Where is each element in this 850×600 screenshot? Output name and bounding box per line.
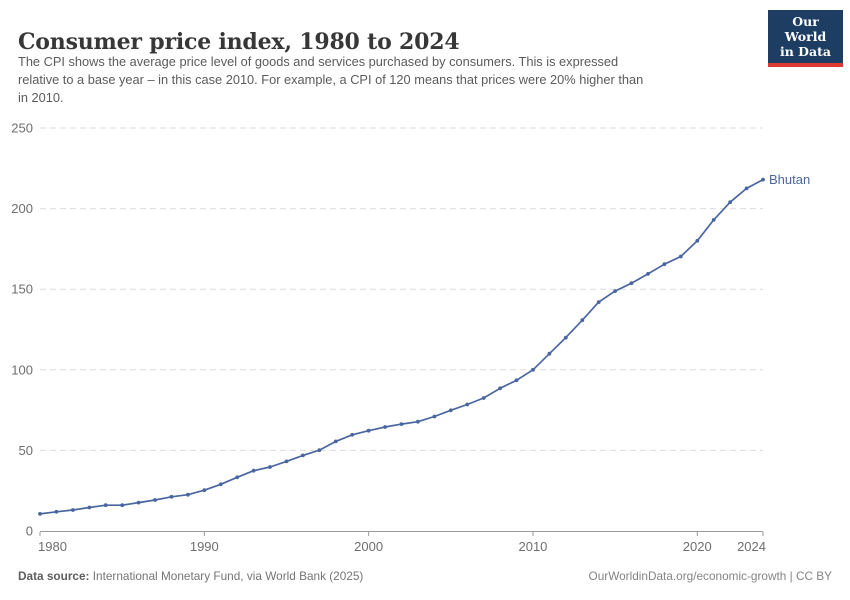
y-axis-tick-label: 100 bbox=[11, 362, 33, 377]
x-axis-tick-label: 2020 bbox=[683, 539, 712, 554]
data-point[interactable] bbox=[87, 505, 92, 510]
data-point[interactable] bbox=[416, 419, 420, 424]
data-point[interactable] bbox=[695, 238, 700, 243]
data-point[interactable] bbox=[383, 425, 387, 429]
bhutan-line-series[interactable] bbox=[39, 178, 764, 515]
chart-title: Consumer price index, 1980 to 2024 bbox=[18, 28, 460, 55]
data-point[interactable] bbox=[728, 200, 732, 205]
data-point[interactable] bbox=[563, 335, 568, 340]
y-axis-tick-label: 50 bbox=[19, 443, 33, 458]
data-point[interactable] bbox=[284, 459, 289, 464]
data-point[interactable] bbox=[103, 503, 108, 508]
data-point[interactable] bbox=[71, 508, 75, 512]
subtitle-line: relative to a base year – in this case 2… bbox=[18, 72, 644, 88]
data-point[interactable] bbox=[169, 494, 174, 499]
series-layer bbox=[38, 177, 765, 516]
data-point[interactable] bbox=[662, 262, 667, 267]
owid-logo-text: in Data bbox=[779, 43, 831, 59]
labels-layer: Bhutan bbox=[769, 172, 810, 187]
data-point[interactable] bbox=[350, 432, 355, 437]
data-point[interactable] bbox=[136, 500, 141, 505]
subtitle-line: The CPI shows the average price level of… bbox=[18, 54, 619, 69]
data-point[interactable] bbox=[629, 281, 634, 286]
data-point[interactable] bbox=[531, 367, 535, 372]
data-point[interactable] bbox=[301, 453, 305, 458]
data-point[interactable] bbox=[580, 318, 585, 323]
data-point[interactable] bbox=[744, 186, 749, 191]
data-point[interactable] bbox=[54, 509, 59, 514]
data-point[interactable] bbox=[399, 422, 404, 426]
data-point[interactable] bbox=[711, 218, 716, 222]
data-point[interactable] bbox=[432, 414, 437, 419]
data-point[interactable] bbox=[153, 498, 157, 502]
owid-logo[interactable]: Our World in Data bbox=[768, 10, 843, 68]
data-point[interactable] bbox=[678, 254, 683, 259]
data-point[interactable] bbox=[596, 300, 601, 304]
chart-subtitle: The CPI shows the average price level of… bbox=[18, 53, 763, 107]
owid-credit-link[interactable]: OurWorldinData.org/economic-growth | CC … bbox=[588, 569, 832, 583]
y-axis-tick-label: 150 bbox=[11, 282, 33, 297]
data-point[interactable] bbox=[235, 475, 240, 480]
data-point[interactable] bbox=[761, 177, 765, 182]
x-axis-tick-label: 2010 bbox=[518, 539, 547, 554]
gridlines-layer bbox=[40, 127, 763, 451]
data-point[interactable] bbox=[268, 465, 272, 469]
data-source-text: International Monetary Fund, via World B… bbox=[89, 569, 364, 583]
data-point[interactable] bbox=[481, 396, 486, 400]
data-source-note: Data source: International Monetary Fund… bbox=[18, 569, 363, 583]
x-axis-tick-label: 2000 bbox=[354, 539, 383, 554]
series-label-bhutan[interactable]: Bhutan bbox=[769, 172, 810, 187]
y-axis-tick-label: 200 bbox=[11, 201, 33, 216]
data-source-label: Data source: bbox=[18, 569, 90, 583]
owid-logo-text: Our World bbox=[784, 14, 827, 44]
data-point[interactable] bbox=[186, 492, 190, 497]
data-point[interactable] bbox=[514, 378, 519, 383]
data-point[interactable] bbox=[333, 439, 338, 444]
subtitle-line: in 2010. bbox=[18, 90, 64, 106]
data-point[interactable] bbox=[646, 272, 650, 276]
data-point[interactable] bbox=[547, 351, 552, 356]
data-point[interactable] bbox=[366, 428, 371, 433]
data-point[interactable] bbox=[317, 448, 322, 453]
x-axis-tick-label: 1980 bbox=[38, 539, 67, 554]
x-axis-tick-label: 2024 bbox=[737, 539, 766, 554]
data-point[interactable] bbox=[251, 468, 256, 473]
data-point[interactable] bbox=[120, 503, 125, 508]
data-point[interactable] bbox=[218, 482, 223, 487]
data-point[interactable] bbox=[498, 386, 502, 391]
data-point[interactable] bbox=[448, 408, 453, 413]
x-axis-tick-label: 1990 bbox=[190, 539, 219, 554]
y-axis-tick-label: 0 bbox=[26, 524, 33, 539]
data-point[interactable] bbox=[38, 512, 42, 516]
data-point[interactable] bbox=[202, 488, 207, 493]
data-point[interactable] bbox=[465, 402, 470, 407]
axes-layer: 0 50 100 150 200 250 1980 1990 2000 2010 2020 2024 bbox=[11, 121, 766, 555]
data-point[interactable] bbox=[613, 289, 617, 293]
y-axis-tick-label: 250 bbox=[11, 121, 33, 136]
